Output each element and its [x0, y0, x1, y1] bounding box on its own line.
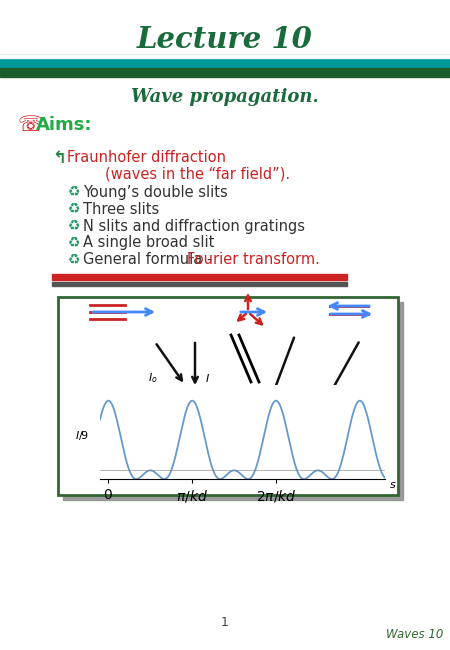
Text: A single broad slit: A single broad slit — [83, 235, 214, 250]
Text: $I/9$: $I/9$ — [75, 428, 89, 441]
Bar — [0, 55, 450, 58]
Text: Fourier transform.: Fourier transform. — [187, 252, 320, 268]
Text: Fraunhofer diffraction: Fraunhofer diffraction — [67, 151, 226, 166]
Text: $I_o$: $I_o$ — [148, 371, 158, 385]
Text: ♻: ♻ — [68, 202, 81, 216]
Bar — [0, 68, 450, 77]
Bar — [52, 274, 347, 280]
Text: N slits and diffraction gratings: N slits and diffraction gratings — [83, 218, 305, 233]
Text: General formula -: General formula - — [83, 252, 217, 268]
Text: ♻: ♻ — [68, 219, 81, 233]
Text: Aims:: Aims: — [36, 116, 93, 134]
Bar — [63, 302, 403, 500]
Text: ♻: ♻ — [68, 185, 81, 199]
Text: (waves in the “far field”).: (waves in the “far field”). — [105, 166, 290, 181]
Bar — [52, 282, 347, 286]
Text: Waves 10: Waves 10 — [386, 627, 444, 640]
Text: $I$: $I$ — [205, 372, 210, 384]
Text: Young’s double slits: Young’s double slits — [83, 185, 228, 200]
Text: Lecture 10: Lecture 10 — [137, 25, 313, 55]
Text: $s$: $s$ — [389, 480, 397, 490]
Text: ↰: ↰ — [52, 149, 66, 167]
Text: Three slits: Three slits — [83, 202, 159, 216]
Bar — [58, 297, 398, 495]
Text: ♻: ♻ — [68, 253, 81, 267]
Text: ☏: ☏ — [18, 115, 44, 135]
Text: 1: 1 — [221, 616, 229, 629]
Bar — [0, 55, 450, 68]
Text: ♻: ♻ — [68, 236, 81, 250]
Text: Wave propagation.: Wave propagation. — [131, 88, 319, 106]
